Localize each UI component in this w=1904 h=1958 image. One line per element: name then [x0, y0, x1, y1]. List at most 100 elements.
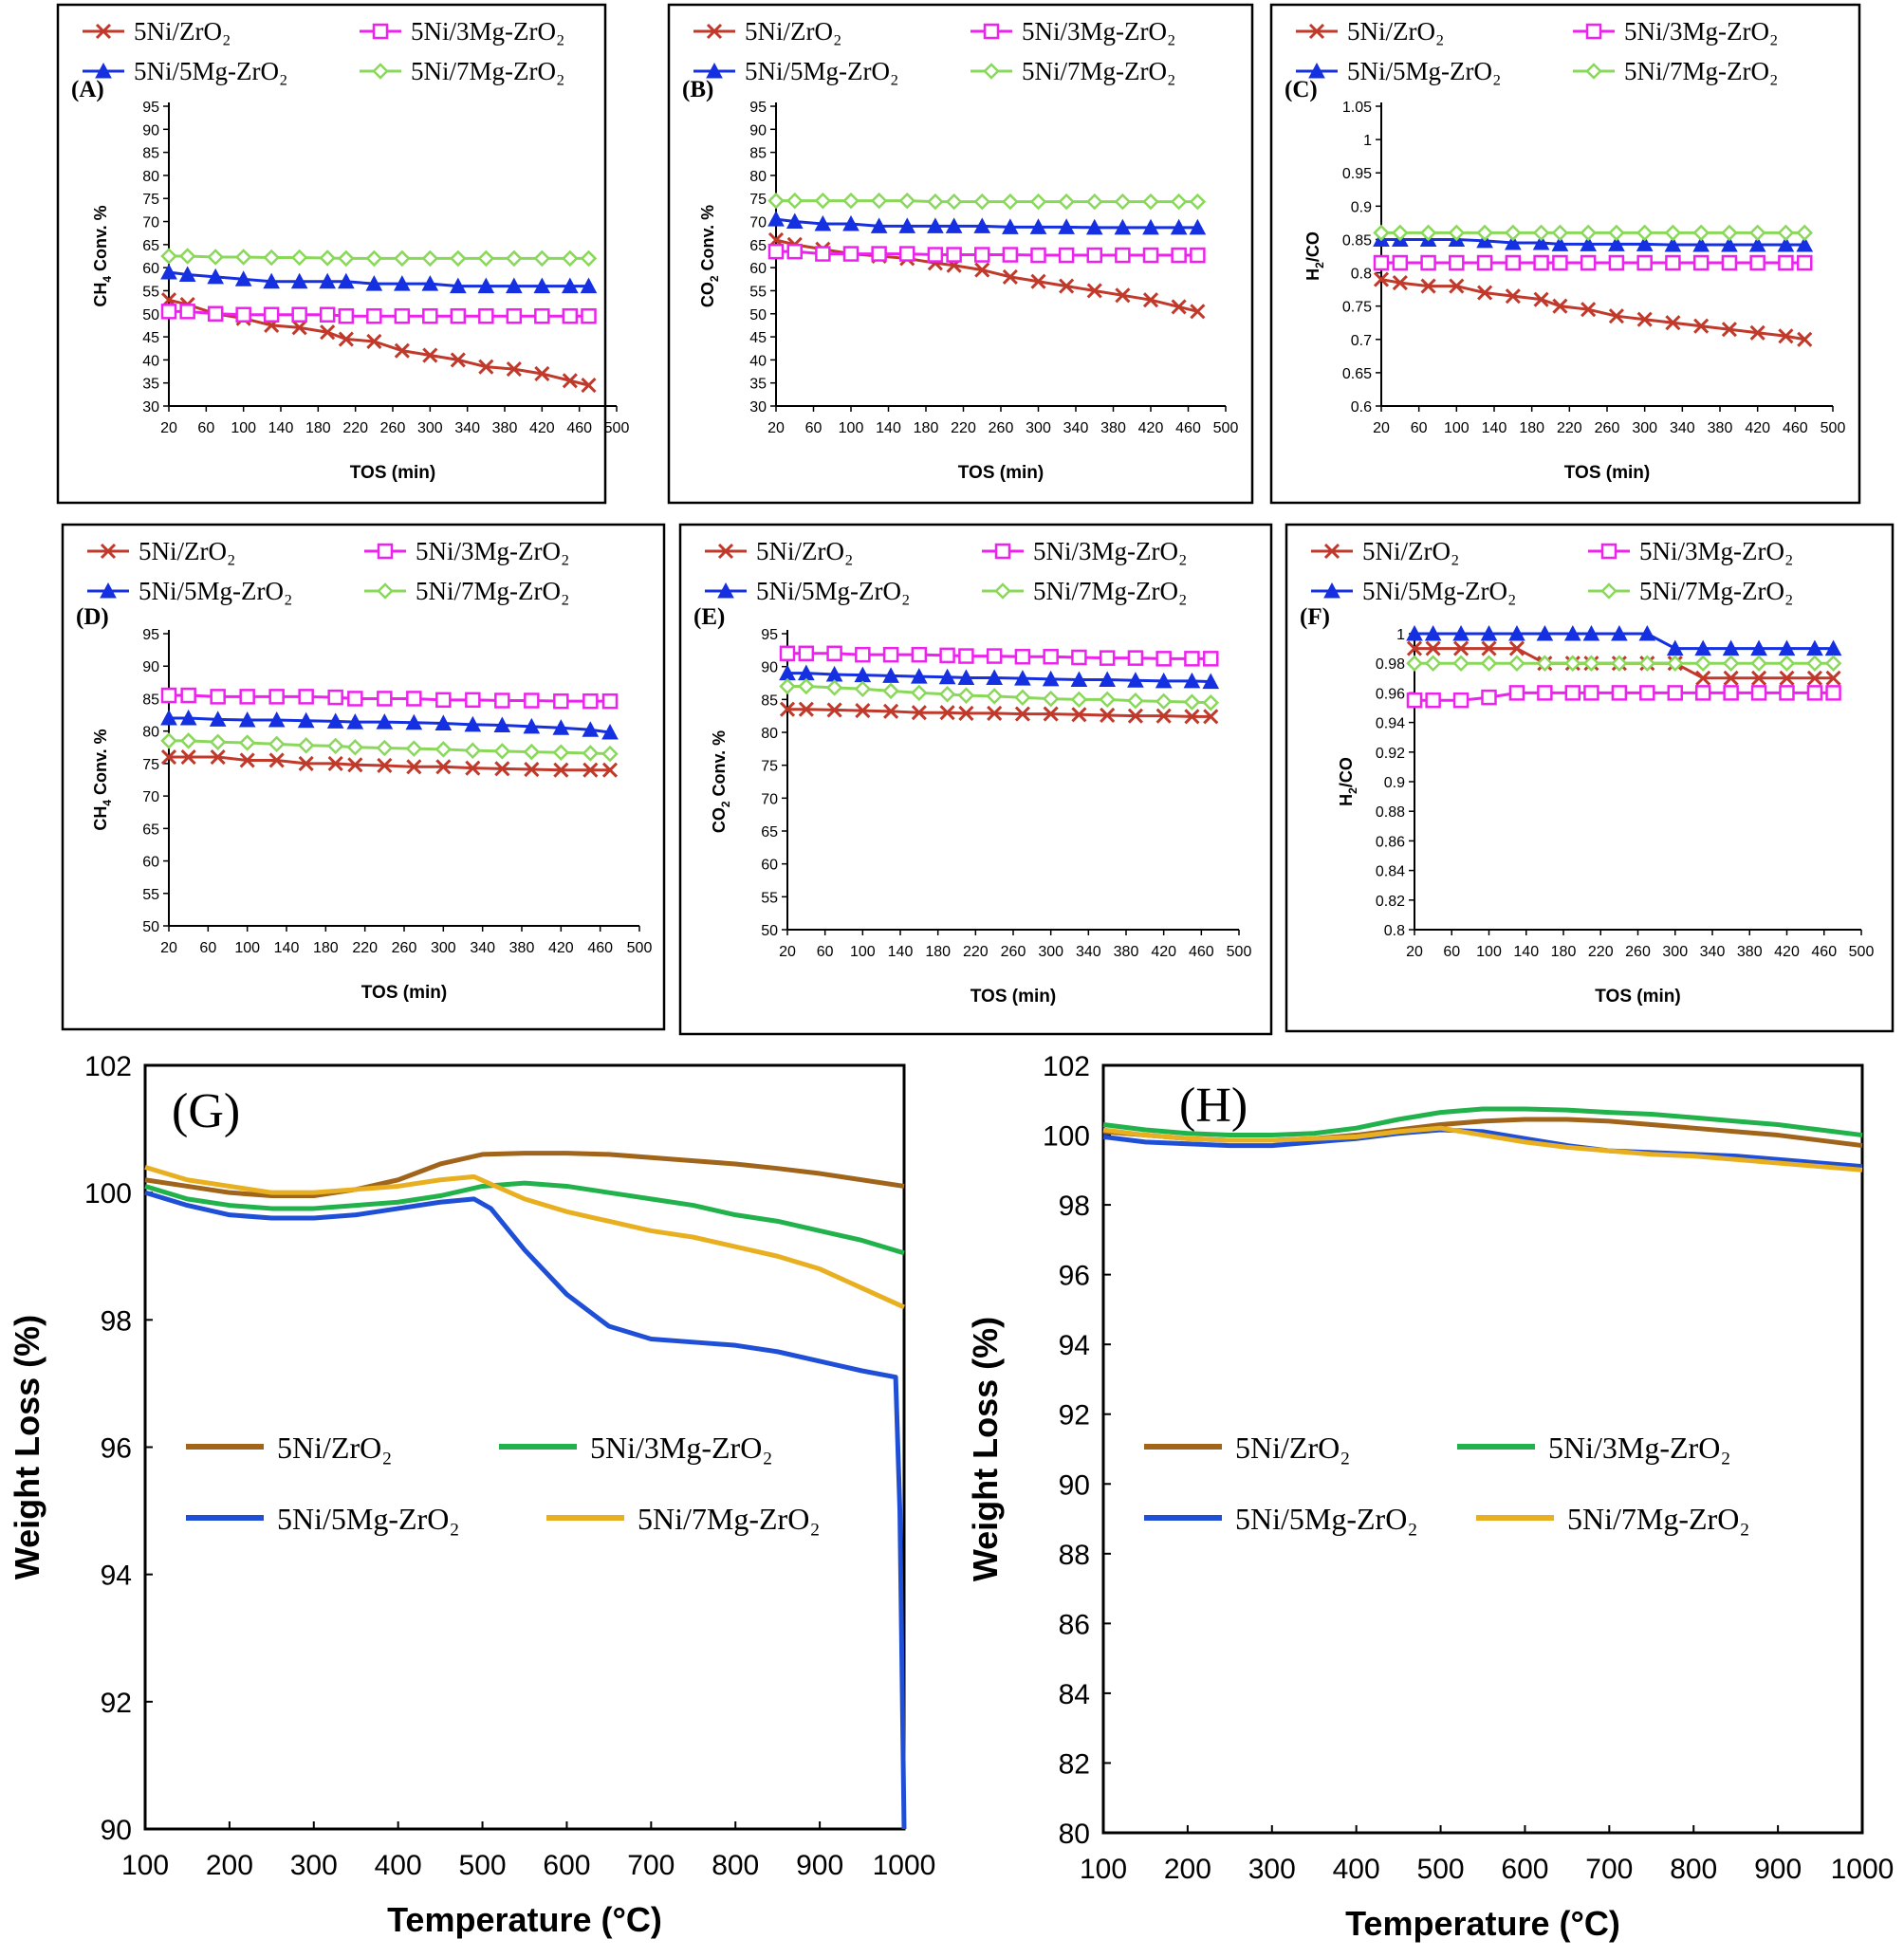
square-marker — [1694, 685, 1711, 701]
x-marker — [1184, 709, 1200, 725]
diamond-marker — [290, 249, 308, 267]
y-tick-label: 0.8 — [1351, 267, 1372, 283]
square-marker — [1155, 651, 1172, 667]
x-marker — [1190, 304, 1206, 320]
triangle-marker — [1308, 62, 1325, 79]
x-tick-label: 20 — [160, 940, 177, 956]
x-marker — [478, 359, 494, 375]
y-tick-label: 0.92 — [1376, 746, 1405, 762]
square-marker — [160, 304, 177, 320]
x-axis-label: Temperature (°C) — [387, 1900, 662, 1939]
x-marker — [1420, 278, 1436, 294]
square-marker — [582, 693, 599, 710]
square-marker — [581, 307, 597, 324]
triangle-marker — [1551, 235, 1569, 251]
diamond-marker — [1099, 691, 1116, 709]
x-tick-label: 220 — [342, 420, 368, 436]
y-tick-label: 86 — [1059, 1609, 1090, 1640]
square-marker — [1373, 254, 1390, 271]
diamond-marker — [377, 582, 394, 600]
x-marker — [1581, 302, 1597, 318]
square-marker — [1449, 254, 1465, 271]
legend-label: 5Ni/7Mg-ZrO₂ — [1033, 577, 1187, 605]
y-label-main: CH — [91, 806, 110, 831]
diamond-marker — [1155, 693, 1173, 711]
y-tick-label: 0.84 — [1376, 864, 1405, 880]
legend: 5Ni/ZrO₂ 5Ni/3Mg-ZrO₂ 5Ni/5Mg-ZrO₂ 5Ni/7Mg-… — [186, 1431, 820, 1536]
x-marker — [582, 762, 599, 778]
square-marker — [1600, 543, 1617, 560]
series-line — [1102, 1106, 1863, 1138]
triangle-marker — [1664, 235, 1682, 252]
square-marker — [1203, 651, 1219, 667]
x-tick-label: 140 — [888, 944, 914, 960]
diamond-marker — [1748, 224, 1766, 242]
square-marker — [986, 648, 1003, 664]
y-tick-label: 0.86 — [1376, 834, 1405, 850]
y-tick-label: 65 — [749, 238, 767, 254]
x-axis-label: TOS (min) — [361, 983, 447, 1003]
square-marker — [1723, 685, 1739, 701]
y-tick-label: 60 — [761, 858, 778, 874]
x-tick-label: 260 — [1625, 944, 1651, 960]
diamond-marker — [582, 745, 600, 762]
x-tick-label: 180 — [925, 944, 951, 960]
x-tick-label: 220 — [1588, 944, 1614, 960]
diamond-marker — [1142, 193, 1159, 211]
triangle-marker — [393, 275, 411, 291]
square-marker — [1779, 685, 1795, 701]
triangle-marker — [1582, 624, 1600, 641]
legend-label: 5Ni/ZrO₂ — [745, 17, 841, 46]
series-3 — [1102, 1125, 1863, 1173]
square-marker — [855, 646, 871, 663]
legend-label: 5Ni/5Mg-ZrO₂ — [1362, 577, 1516, 605]
x-tick-label: 100 — [850, 944, 876, 960]
y-tick-label: 60 — [142, 855, 159, 871]
diamond-marker — [1536, 655, 1554, 672]
y-tick-label: 75 — [142, 757, 159, 773]
diamond-marker — [365, 249, 383, 268]
panel-label: (D) — [76, 604, 109, 630]
diamond-marker — [767, 192, 785, 210]
triangle-marker — [477, 277, 495, 294]
x-tick-label: 100 — [231, 420, 256, 436]
triangle-marker — [1014, 670, 1031, 686]
x-marker — [1014, 706, 1030, 722]
x-marker — [1071, 707, 1087, 723]
diamond-marker — [268, 735, 286, 753]
y-tick-label: 0.82 — [1376, 894, 1405, 910]
square-marker — [1564, 685, 1581, 701]
x-marker — [1608, 308, 1624, 324]
x-marker — [958, 705, 974, 721]
legend-label: 5Ni/ZrO₂ — [139, 537, 235, 565]
legend: 5Ni/ZrO₂ 5Ni/3Mg-ZrO₂ 5Ni/5Mg-ZrO₂ 5Ni/7Mg-… — [705, 537, 1187, 605]
square-marker — [779, 645, 796, 662]
y-tick-label: 0.8 — [1384, 923, 1405, 939]
triangle-marker — [1721, 235, 1738, 252]
square-marker — [1058, 247, 1075, 264]
triangle-marker — [1058, 218, 1075, 234]
x-marker — [394, 342, 410, 359]
diamond-marker — [450, 249, 467, 268]
x-marker — [826, 702, 842, 718]
legend-label: 5Ni/5Mg-ZrO₂ — [134, 57, 287, 85]
triangle-marker — [973, 217, 991, 233]
square-marker — [372, 23, 389, 40]
diamond-marker — [178, 248, 196, 265]
triangle-marker — [207, 268, 225, 285]
y-tick-label: 90 — [142, 659, 159, 675]
legend-label: 5Ni/ZrO₂ — [1362, 537, 1459, 565]
triangle-marker — [1114, 218, 1132, 235]
diamond-marker — [1448, 224, 1466, 242]
x-marker — [911, 705, 927, 721]
x-tick-label: 500 — [604, 420, 630, 436]
diamond-marker — [376, 739, 394, 757]
legend-label: 5Ni/3Mg-ZrO₂ — [590, 1431, 772, 1465]
y-tick-label: 0.9 — [1384, 775, 1405, 791]
y-tick-label: 85 — [142, 692, 159, 708]
x-tick-label: 460 — [1175, 420, 1201, 436]
y-tick-label: 55 — [142, 887, 159, 903]
series-3 — [160, 248, 598, 268]
series-3 — [144, 1164, 906, 1310]
